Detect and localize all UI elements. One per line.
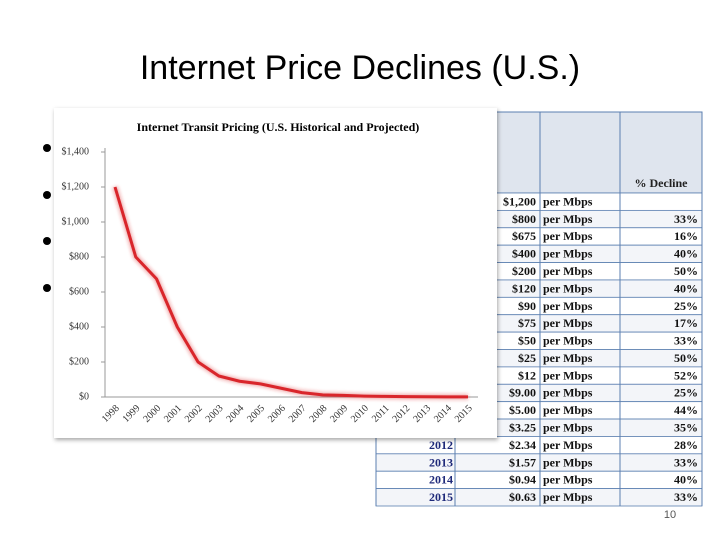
table-price: $50 bbox=[518, 334, 536, 348]
chart: Internet Transit Pricing (U.S. Historica… bbox=[54, 108, 497, 438]
table-decline: 44% bbox=[674, 403, 698, 417]
slide-title: Internet Price Declines (U.S.) bbox=[140, 49, 580, 87]
table-year: 2015 bbox=[429, 490, 453, 504]
table-price: $1,200 bbox=[503, 194, 536, 208]
table-row bbox=[375, 453, 703, 472]
table-decline: 40% bbox=[674, 281, 698, 295]
table-unit: per Mbps bbox=[543, 421, 593, 435]
table-decline: 17% bbox=[674, 316, 698, 330]
table-decline: 16% bbox=[674, 229, 698, 243]
table-decline: 40% bbox=[674, 473, 698, 487]
table-unit: per Mbps bbox=[543, 386, 593, 400]
table-price: $25 bbox=[518, 351, 536, 365]
table-unit: per Mbps bbox=[543, 316, 593, 330]
table-price: $0.63 bbox=[509, 490, 536, 504]
table-year: 2014 bbox=[429, 473, 453, 487]
table-decline: 35% bbox=[674, 421, 698, 435]
table-unit: per Mbps bbox=[543, 351, 593, 365]
table-unit: per Mbps bbox=[543, 212, 593, 226]
table-unit: per Mbps bbox=[543, 229, 593, 243]
table-decline: 52% bbox=[674, 368, 698, 382]
table-price: $75 bbox=[518, 316, 536, 330]
y-tick-label: $400 bbox=[69, 321, 89, 332]
table-unit: per Mbps bbox=[543, 281, 593, 295]
bullets bbox=[43, 144, 51, 292]
chart-box bbox=[54, 108, 497, 438]
y-tick-label: $1,200 bbox=[62, 181, 90, 192]
bullet bbox=[43, 237, 51, 245]
table-decline: 50% bbox=[674, 351, 698, 365]
table-unit: per Mbps bbox=[543, 438, 593, 452]
chart-title: Internet Transit Pricing (U.S. Historica… bbox=[137, 120, 420, 134]
table-price: $9.00 bbox=[509, 386, 536, 400]
table-price: $800 bbox=[512, 212, 536, 226]
y-tick-label: $1,000 bbox=[62, 216, 90, 227]
table-unit: per Mbps bbox=[543, 368, 593, 382]
y-tick-label: $800 bbox=[69, 251, 89, 262]
table-price: $12 bbox=[518, 368, 536, 382]
table-price: $0.94 bbox=[509, 473, 536, 487]
table-year: 2013 bbox=[429, 455, 453, 469]
table-price: $400 bbox=[512, 247, 536, 261]
table-row bbox=[375, 436, 703, 455]
table-decline: 40% bbox=[674, 247, 698, 261]
table-price: $1.57 bbox=[509, 455, 536, 469]
table-price: $5.00 bbox=[509, 403, 536, 417]
table-unit: per Mbps bbox=[543, 334, 593, 348]
y-tick-label: $0 bbox=[79, 391, 89, 402]
table-decline: 25% bbox=[674, 386, 698, 400]
table-price: $200 bbox=[512, 264, 536, 278]
table-unit: per Mbps bbox=[543, 473, 593, 487]
table-price: $3.25 bbox=[509, 421, 536, 435]
page-number: 10 bbox=[664, 509, 676, 521]
bullet bbox=[43, 144, 51, 152]
table-decline: 33% bbox=[674, 490, 698, 504]
table-decline: 33% bbox=[674, 212, 698, 226]
bullet bbox=[43, 284, 51, 292]
table-year: 2012 bbox=[429, 438, 453, 452]
table-decline: 33% bbox=[674, 455, 698, 469]
table-price: $2.34 bbox=[509, 438, 536, 452]
table-price: $90 bbox=[518, 299, 536, 313]
table-unit: per Mbps bbox=[543, 490, 593, 504]
bullet bbox=[43, 191, 51, 199]
table-row bbox=[375, 488, 703, 507]
table-price: $675 bbox=[512, 229, 536, 243]
table-unit: per Mbps bbox=[543, 299, 593, 313]
table-decline: 50% bbox=[674, 264, 698, 278]
table-price: $120 bbox=[512, 281, 536, 295]
table-decline: 25% bbox=[674, 299, 698, 313]
table-unit: per Mbps bbox=[543, 403, 593, 417]
line bbox=[113, 186, 469, 399]
table-decline: 33% bbox=[674, 334, 698, 348]
table-unit: per Mbps bbox=[543, 194, 593, 208]
table-decline: 28% bbox=[674, 438, 698, 452]
table-unit: per Mbps bbox=[543, 264, 593, 278]
y-tick-label: $600 bbox=[69, 286, 89, 297]
table-row bbox=[375, 470, 703, 490]
y-tick-label: $200 bbox=[69, 356, 89, 367]
table-unit: per Mbps bbox=[543, 247, 593, 261]
table-unit: per Mbps bbox=[543, 455, 593, 469]
y-tick-label: $1,400 bbox=[62, 146, 90, 157]
table-header: % Decline bbox=[635, 176, 689, 190]
